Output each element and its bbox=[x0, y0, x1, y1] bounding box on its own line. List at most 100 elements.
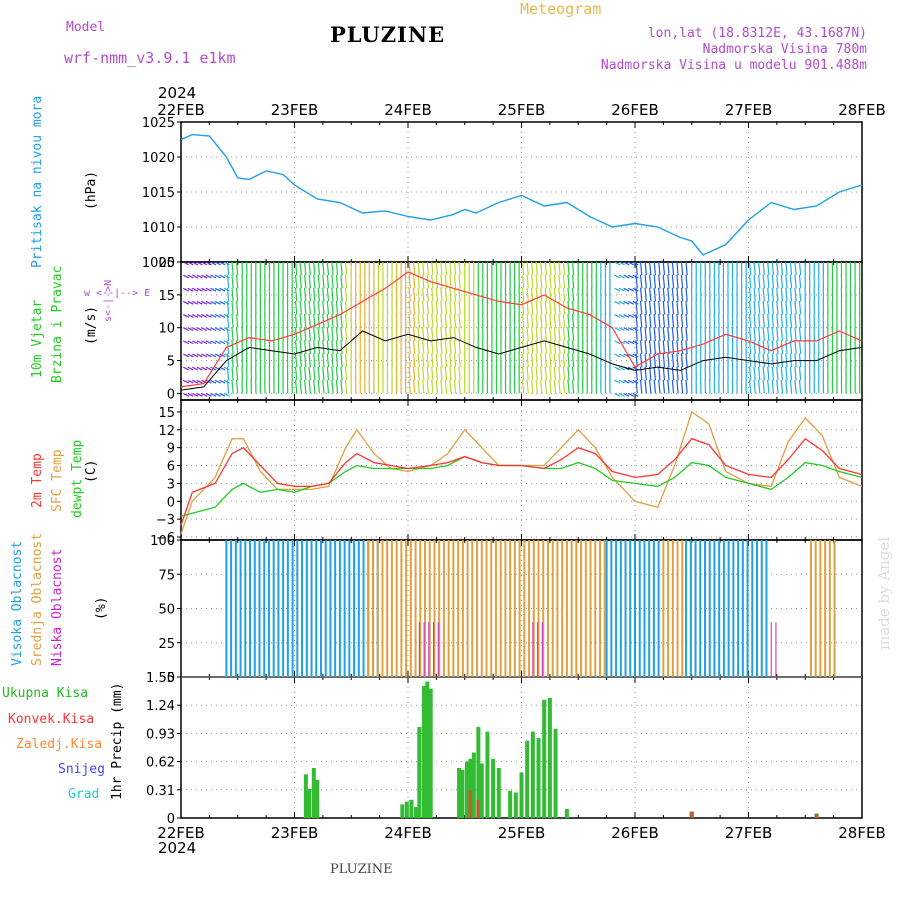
wind-arrow bbox=[214, 379, 221, 384]
wind-arrow bbox=[417, 353, 420, 368]
wind-arrow bbox=[317, 353, 321, 368]
wind-arrow bbox=[789, 379, 793, 394]
wind-arrow bbox=[564, 262, 565, 263]
wind-arrow bbox=[196, 314, 203, 318]
wind-arrow bbox=[786, 262, 788, 263]
wind-arrow bbox=[201, 327, 208, 332]
wind-arrow bbox=[210, 379, 217, 384]
wind-arrow bbox=[422, 366, 425, 381]
wind-arrow bbox=[767, 353, 770, 368]
wind-arrow bbox=[458, 353, 461, 368]
wind-arrow bbox=[210, 274, 217, 279]
wind-arrow bbox=[798, 379, 802, 394]
wind-arrow bbox=[676, 379, 679, 394]
wind-arrow bbox=[753, 366, 756, 381]
wind-arrow bbox=[653, 340, 657, 355]
wind-arrow bbox=[791, 262, 792, 263]
wind-arrow bbox=[294, 379, 298, 394]
wind-arrow bbox=[644, 340, 647, 355]
wind-arrow bbox=[426, 327, 430, 341]
wind-arrow bbox=[530, 314, 534, 328]
wind-arrow bbox=[458, 327, 461, 341]
wind-arrow bbox=[205, 274, 212, 279]
wind-arrow bbox=[412, 379, 416, 394]
wind-arrow bbox=[614, 262, 621, 266]
wind-arrow bbox=[623, 327, 630, 332]
wind-arrow bbox=[785, 353, 788, 368]
wind-arrow bbox=[635, 340, 638, 355]
wind-arrow bbox=[435, 379, 439, 394]
wind-arrow bbox=[672, 262, 674, 263]
wind-arrow bbox=[210, 353, 217, 358]
wind-arrow bbox=[757, 379, 761, 394]
wind-arrow bbox=[762, 379, 765, 394]
wind-arrow bbox=[453, 300, 457, 315]
precip-bar bbox=[471, 752, 476, 818]
wind-arrow bbox=[780, 262, 784, 276]
wind-arrow bbox=[562, 327, 566, 341]
wind-arrow bbox=[318, 262, 320, 263]
wind-arrow bbox=[627, 300, 634, 305]
wind-arrow bbox=[753, 379, 756, 394]
wind-arrow bbox=[210, 287, 217, 292]
precip-bar bbox=[491, 758, 496, 818]
wind-arrow bbox=[768, 262, 769, 263]
wind-arrow bbox=[444, 262, 448, 276]
wind-arrow bbox=[219, 353, 226, 358]
precip-bar bbox=[508, 790, 513, 818]
wind-arrow bbox=[412, 366, 416, 381]
wind-arrow bbox=[762, 262, 765, 276]
wind-arrow bbox=[748, 379, 752, 394]
wind-arrow bbox=[219, 327, 226, 332]
wind-arrow bbox=[294, 262, 298, 276]
wind-arrow bbox=[235, 314, 239, 328]
wind-arrow bbox=[408, 314, 411, 328]
wind-arrow bbox=[771, 262, 775, 276]
precip-bar bbox=[530, 731, 535, 818]
wind-arrow bbox=[627, 314, 634, 318]
precip-bar bbox=[460, 769, 465, 818]
wind-arrow bbox=[294, 340, 298, 355]
wind-arrow bbox=[422, 314, 425, 328]
wind-arrow bbox=[201, 392, 208, 397]
wind-arrow bbox=[526, 366, 529, 381]
wind-arrow bbox=[422, 300, 425, 315]
legend-graupel: Grad bbox=[68, 787, 100, 802]
wind-arrow bbox=[317, 379, 321, 394]
wind-arrow bbox=[523, 262, 524, 263]
x-date-label-bottom: 26FEB bbox=[611, 824, 658, 842]
wind-arrow bbox=[205, 327, 212, 332]
y-tick-label: 0 bbox=[167, 812, 175, 827]
wind-arrow bbox=[571, 274, 575, 289]
wind-arrow bbox=[294, 314, 298, 328]
station-title: PLUZINE bbox=[330, 22, 446, 47]
wind-arrow bbox=[317, 287, 321, 302]
wind-arrow bbox=[440, 262, 443, 276]
wind-arrow bbox=[449, 379, 452, 394]
wind-arrow bbox=[762, 314, 765, 328]
wind-arrow bbox=[789, 300, 793, 315]
wind-arrow bbox=[308, 327, 311, 341]
wind-arrow bbox=[331, 287, 334, 302]
wind-arrow bbox=[636, 262, 638, 263]
wind-arrow bbox=[614, 353, 621, 358]
wind-arrow bbox=[627, 287, 634, 292]
wind-arrow bbox=[748, 314, 752, 328]
wind-arrow bbox=[235, 353, 239, 368]
wind-arrow bbox=[658, 379, 661, 394]
wind-arrow bbox=[614, 327, 621, 332]
wind-arrow bbox=[798, 262, 802, 276]
wind-arrow bbox=[303, 353, 307, 368]
wind-arrow bbox=[299, 287, 302, 302]
wind-arrow bbox=[201, 300, 208, 305]
x-date-label-top: 23FEB bbox=[271, 101, 318, 119]
wind-arrow bbox=[676, 262, 679, 276]
wind-arrow bbox=[226, 366, 230, 381]
wind-arrow bbox=[553, 353, 557, 368]
wind-arrow bbox=[649, 379, 652, 394]
wind-arrow bbox=[535, 287, 538, 302]
wind-arrow bbox=[780, 300, 784, 315]
wind-arrow bbox=[662, 353, 666, 368]
wind-arrow bbox=[668, 262, 670, 263]
wind-arrow bbox=[187, 262, 194, 266]
